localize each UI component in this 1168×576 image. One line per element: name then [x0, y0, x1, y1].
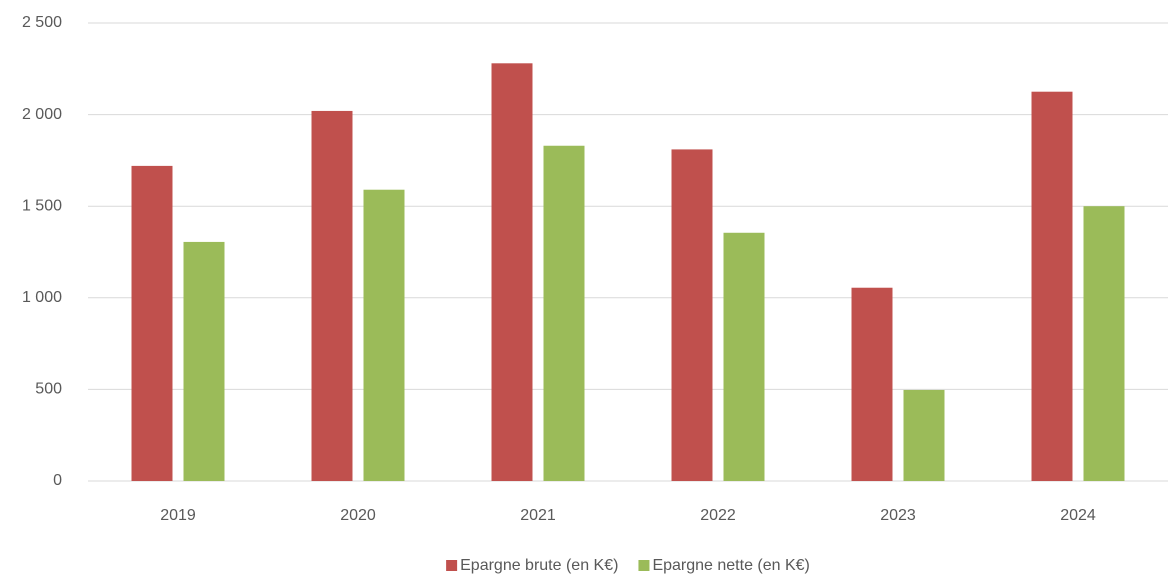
bar — [363, 189, 405, 481]
x-tick-label: 2023 — [880, 507, 916, 524]
legend-label: Epargne brute (en K€) — [460, 557, 618, 574]
legend-label: Epargne nette (en K€) — [652, 557, 809, 574]
y-tick-label: 0 — [53, 472, 62, 489]
legend-swatch — [638, 560, 650, 571]
bar — [183, 241, 225, 481]
y-tick-label: 500 — [35, 381, 62, 398]
y-tick-label: 1 000 — [22, 289, 62, 306]
x-tick-label: 2022 — [700, 507, 736, 524]
bar — [311, 110, 353, 481]
y-tick-label: 2 500 — [22, 14, 62, 31]
legend-swatch — [446, 560, 458, 571]
legend-item: Epargne nette (en K€) — [638, 557, 810, 574]
bar — [131, 165, 173, 481]
bar — [491, 63, 533, 481]
x-tick-label: 2024 — [1060, 507, 1096, 524]
y-tick-label: 1 500 — [22, 197, 62, 214]
bar — [903, 389, 945, 481]
bar — [671, 149, 713, 481]
bar — [1031, 91, 1073, 481]
bar — [1083, 206, 1125, 481]
bar — [723, 232, 765, 481]
x-tick-label: 2020 — [340, 507, 376, 524]
bar — [851, 287, 893, 481]
x-tick-label: 2021 — [520, 507, 556, 524]
x-tick-label: 2019 — [160, 507, 196, 524]
bar — [543, 145, 585, 481]
legend-item: Epargne brute (en K€) — [446, 557, 618, 574]
y-tick-label: 2 000 — [22, 106, 62, 123]
